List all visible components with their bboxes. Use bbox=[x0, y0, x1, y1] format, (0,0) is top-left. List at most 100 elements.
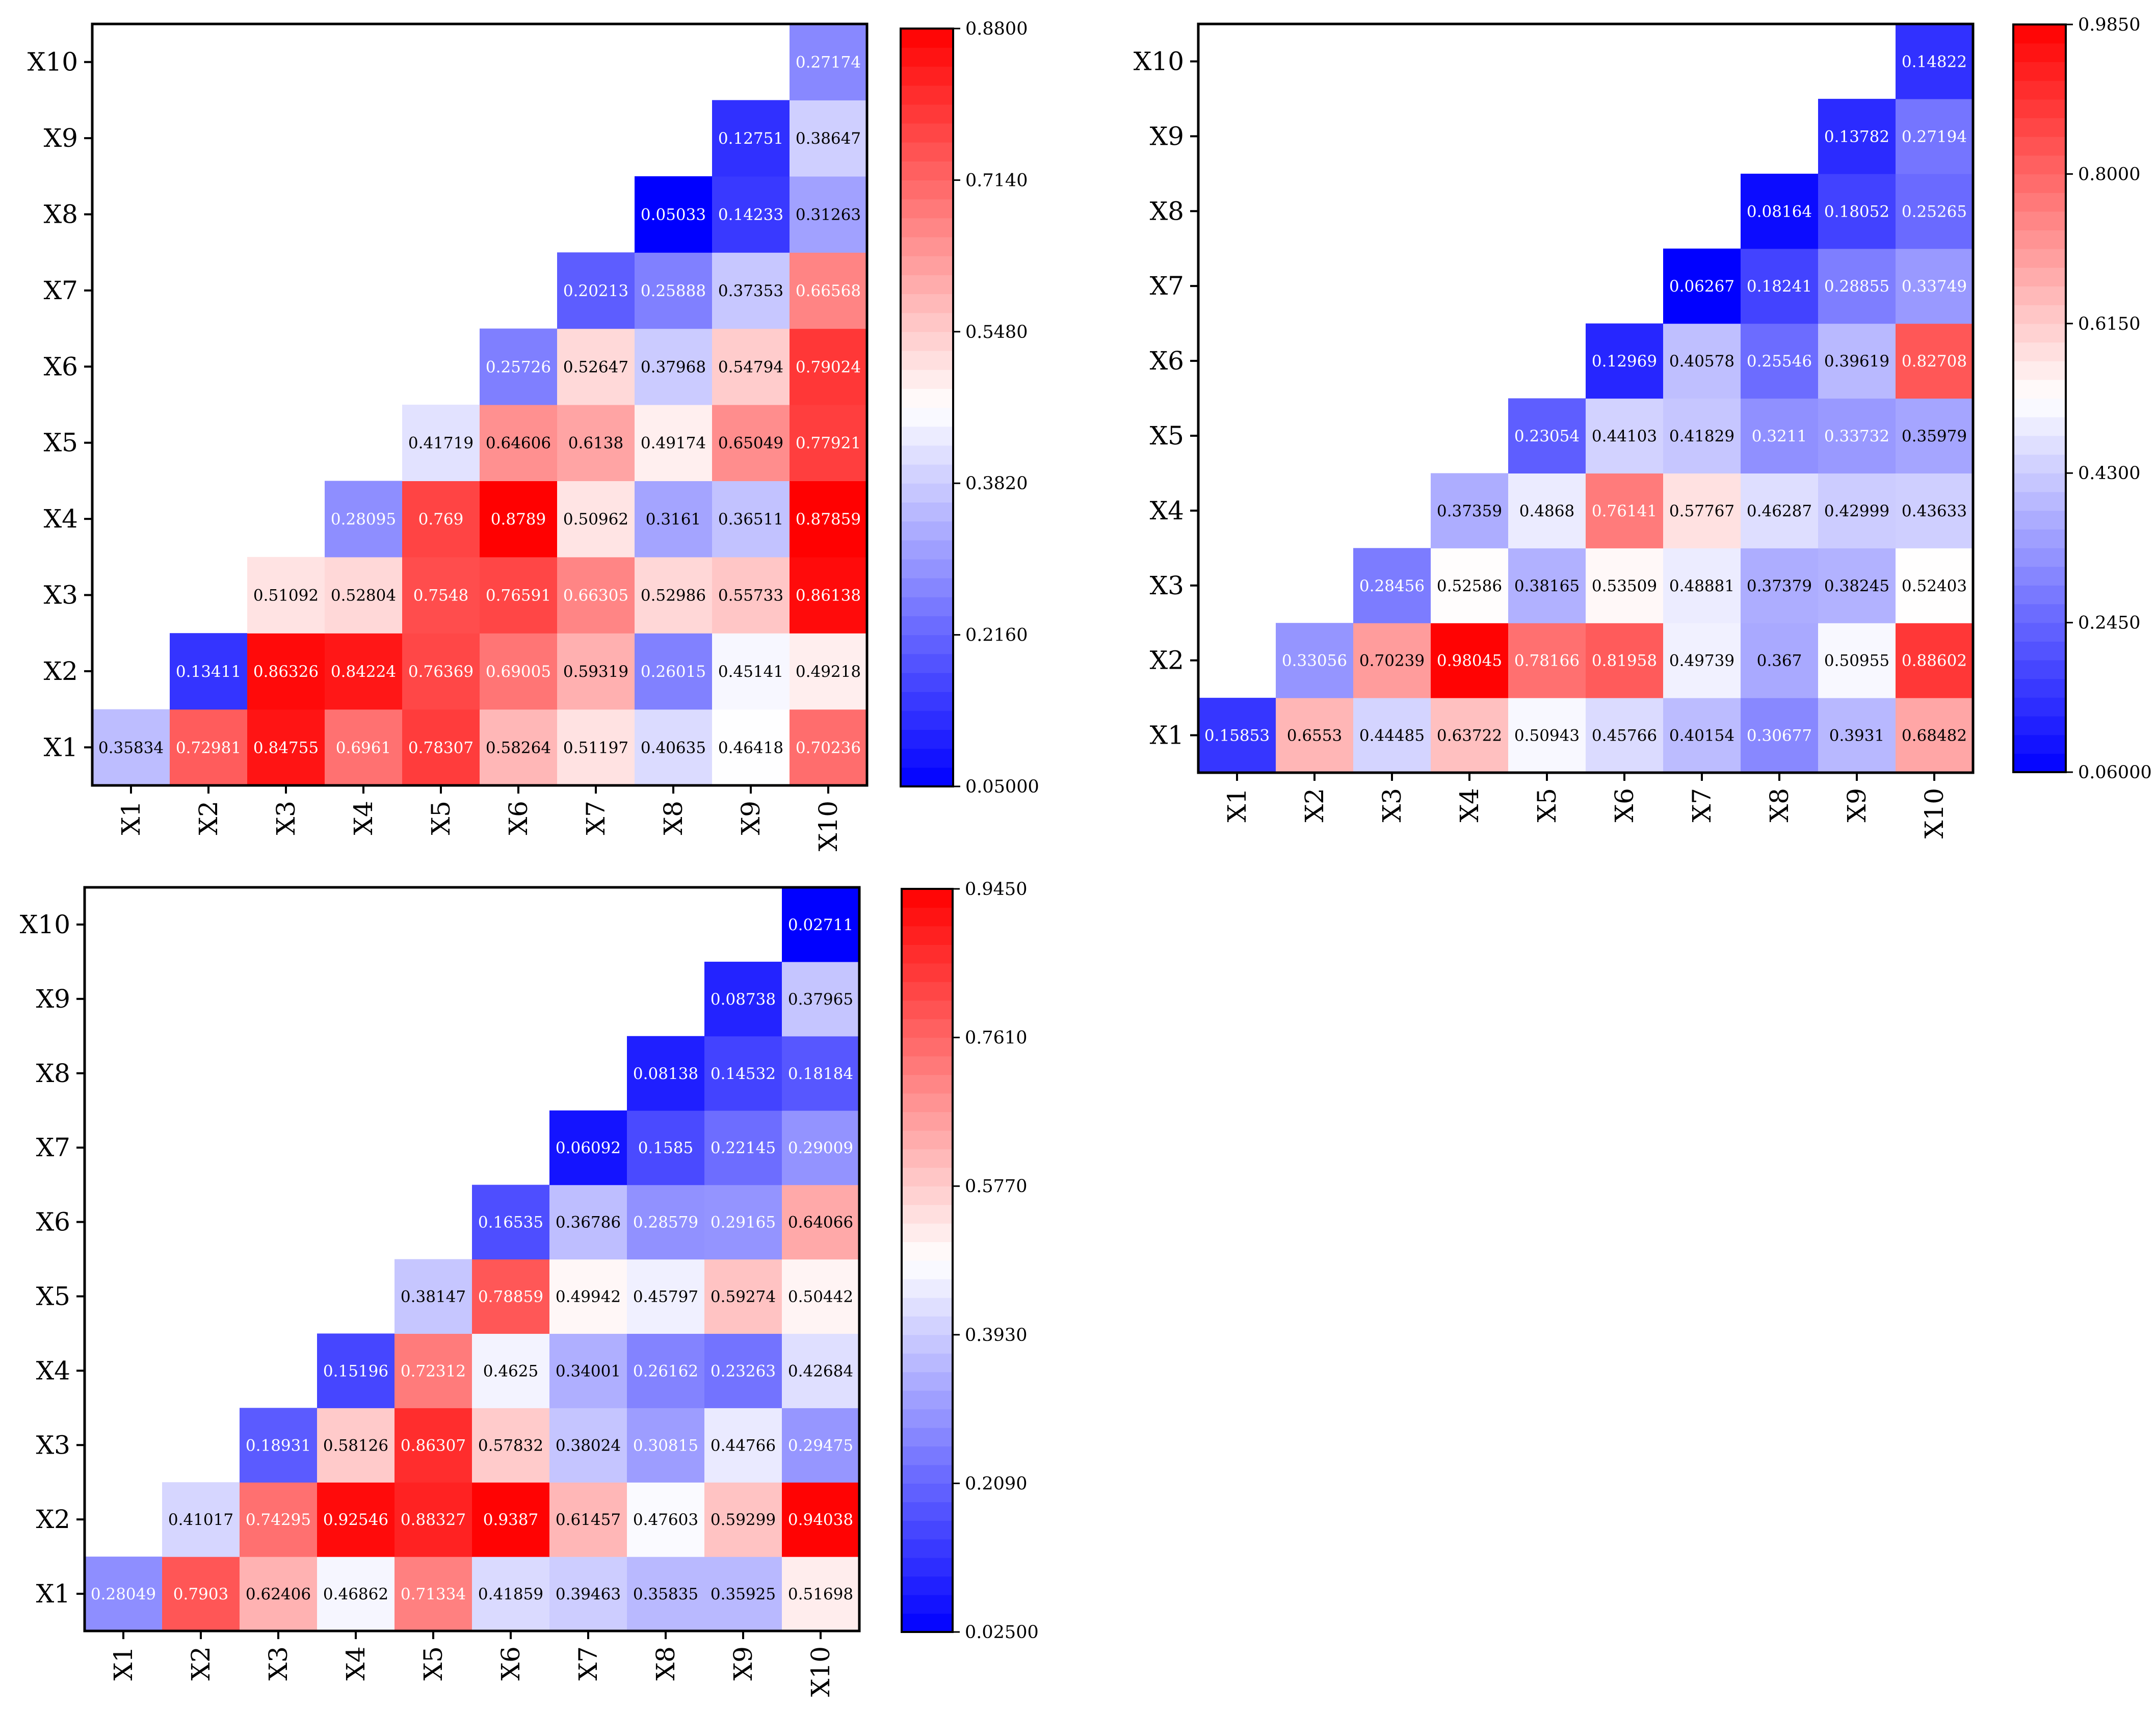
cell-value-label: 0.3161 bbox=[646, 510, 701, 529]
y-tick-label: X1 bbox=[36, 1579, 70, 1609]
cell-value-label: 0.88602 bbox=[1902, 652, 1967, 670]
x-tick-label: X2 bbox=[186, 1646, 216, 1680]
y-tick-label: X2 bbox=[36, 1505, 70, 1534]
colorbar-segment bbox=[902, 1409, 953, 1428]
colorbar-segment bbox=[902, 926, 953, 945]
cell-value-label: 0.66568 bbox=[796, 282, 861, 300]
colorbar-segment bbox=[902, 1613, 953, 1632]
cell-value-label: 0.40635 bbox=[641, 739, 706, 757]
colorbar-segment bbox=[901, 29, 953, 48]
cell-value-label: 0.18931 bbox=[246, 1436, 311, 1455]
colorbar-segment bbox=[901, 294, 953, 313]
x-tick-label: X3 bbox=[1377, 788, 1407, 822]
y-tick-label: X10 bbox=[28, 47, 78, 77]
heatmap-cell bbox=[1896, 698, 1974, 773]
heatmap-cell bbox=[1586, 698, 1664, 773]
x-tick-label: X1 bbox=[109, 1646, 138, 1680]
cell-value-label: 0.49174 bbox=[641, 434, 706, 453]
colorbar-segment bbox=[901, 407, 953, 427]
colorbar-segment bbox=[2013, 603, 2066, 623]
heatmap-cell bbox=[712, 252, 790, 329]
colorbar-segment bbox=[901, 445, 953, 465]
heatmap-cell bbox=[395, 1557, 472, 1631]
cell-value-label: 0.7548 bbox=[413, 587, 468, 605]
heatmap-cell bbox=[1431, 473, 1509, 548]
colorbar-segment bbox=[902, 889, 953, 908]
colorbar-segment bbox=[2013, 622, 2066, 642]
colorbar-segment bbox=[902, 1464, 953, 1484]
heatmap-cell bbox=[1818, 323, 1896, 399]
heatmap-cell bbox=[557, 405, 635, 481]
heatmap-cell bbox=[1896, 248, 1974, 324]
heatmap-cell bbox=[635, 481, 713, 558]
cell-value-label: 0.14822 bbox=[1902, 52, 1967, 71]
heatmap-cell bbox=[325, 633, 403, 710]
colorbar-segment bbox=[901, 199, 953, 219]
colorbar-segment bbox=[902, 944, 953, 964]
heatmap-cell bbox=[712, 709, 790, 786]
heatmap-cell bbox=[1818, 623, 1896, 698]
colorbar-segment bbox=[901, 426, 953, 446]
colorbar-segment bbox=[2013, 137, 2066, 156]
heatmap-cell bbox=[1818, 398, 1896, 473]
heatmap-cell bbox=[325, 709, 403, 786]
heatmap-cell bbox=[247, 557, 325, 634]
cell-value-label: 0.367 bbox=[1757, 652, 1802, 670]
heatmap-cell bbox=[480, 557, 558, 634]
colorbar-segment bbox=[902, 1074, 953, 1094]
heatmap-cell bbox=[704, 1408, 782, 1483]
cell-value-label: 0.28456 bbox=[1359, 577, 1425, 595]
colorbar-tick-label: 0.2160 bbox=[965, 625, 1028, 646]
cell-value-label: 0.44485 bbox=[1359, 727, 1425, 745]
colorbar-segment bbox=[902, 1260, 953, 1280]
cell-value-label: 0.38647 bbox=[796, 129, 861, 148]
heatmap-cell bbox=[627, 1557, 705, 1631]
colorbar-segment bbox=[2013, 491, 2066, 511]
cell-value-label: 0.6553 bbox=[1287, 727, 1342, 745]
cell-value-label: 0.13782 bbox=[1824, 127, 1889, 146]
colorbar-segment bbox=[901, 47, 953, 67]
heatmap-cell bbox=[635, 709, 713, 786]
cell-value-label: 0.76141 bbox=[1592, 502, 1657, 520]
cell-value-label: 0.769 bbox=[418, 510, 464, 529]
colorbar-segment bbox=[2013, 24, 2066, 44]
colorbar-segment bbox=[2013, 323, 2066, 343]
heatmap-cell bbox=[1431, 698, 1509, 773]
cell-value-label: 0.78166 bbox=[1514, 652, 1580, 670]
cell-value-label: 0.47603 bbox=[633, 1511, 698, 1529]
heatmap-cell bbox=[240, 1482, 318, 1557]
heatmap-cell bbox=[1818, 173, 1896, 249]
heatmap-cell bbox=[557, 633, 635, 710]
x-tick-label: X7 bbox=[1687, 788, 1717, 822]
heatmap-cell bbox=[790, 328, 867, 405]
heatmap-cell bbox=[1741, 398, 1819, 473]
cell-value-label: 0.3211 bbox=[1752, 427, 1807, 445]
colorbar-segment bbox=[2013, 454, 2066, 473]
cell-value-label: 0.25888 bbox=[641, 282, 706, 300]
colorbar-tick-label: 0.2090 bbox=[965, 1473, 1027, 1494]
heatmap-cell bbox=[790, 176, 867, 253]
heatmap-cell bbox=[782, 1557, 860, 1631]
colorbar-segment bbox=[901, 464, 953, 484]
colorbar-segment bbox=[2013, 118, 2066, 137]
cell-value-label: 0.88327 bbox=[401, 1511, 466, 1529]
colorbar-segment bbox=[901, 521, 953, 541]
x-tick-label: X4 bbox=[1455, 788, 1484, 822]
cell-value-label: 0.29475 bbox=[788, 1436, 853, 1455]
cell-value-label: 0.9387 bbox=[483, 1511, 538, 1529]
heatmap-cell bbox=[1276, 623, 1354, 698]
colorbar-segment bbox=[902, 1297, 953, 1316]
cell-value-label: 0.36511 bbox=[718, 510, 783, 529]
heatmap-cell bbox=[782, 1184, 860, 1260]
heatmap-cell bbox=[782, 1333, 860, 1408]
colorbar-segment bbox=[902, 1483, 953, 1503]
colorbar-tick-label: 0.7610 bbox=[965, 1028, 1027, 1048]
cell-value-label: 0.6138 bbox=[568, 434, 623, 453]
cell-value-label: 0.84755 bbox=[253, 739, 319, 757]
x-tick-label: X5 bbox=[1532, 788, 1562, 822]
heatmap-cell bbox=[1818, 698, 1896, 773]
colorbar-segment bbox=[902, 1019, 953, 1038]
colorbar-segment bbox=[901, 275, 953, 295]
cell-value-label: 0.66305 bbox=[563, 587, 628, 605]
cell-value-label: 0.76369 bbox=[408, 663, 474, 681]
